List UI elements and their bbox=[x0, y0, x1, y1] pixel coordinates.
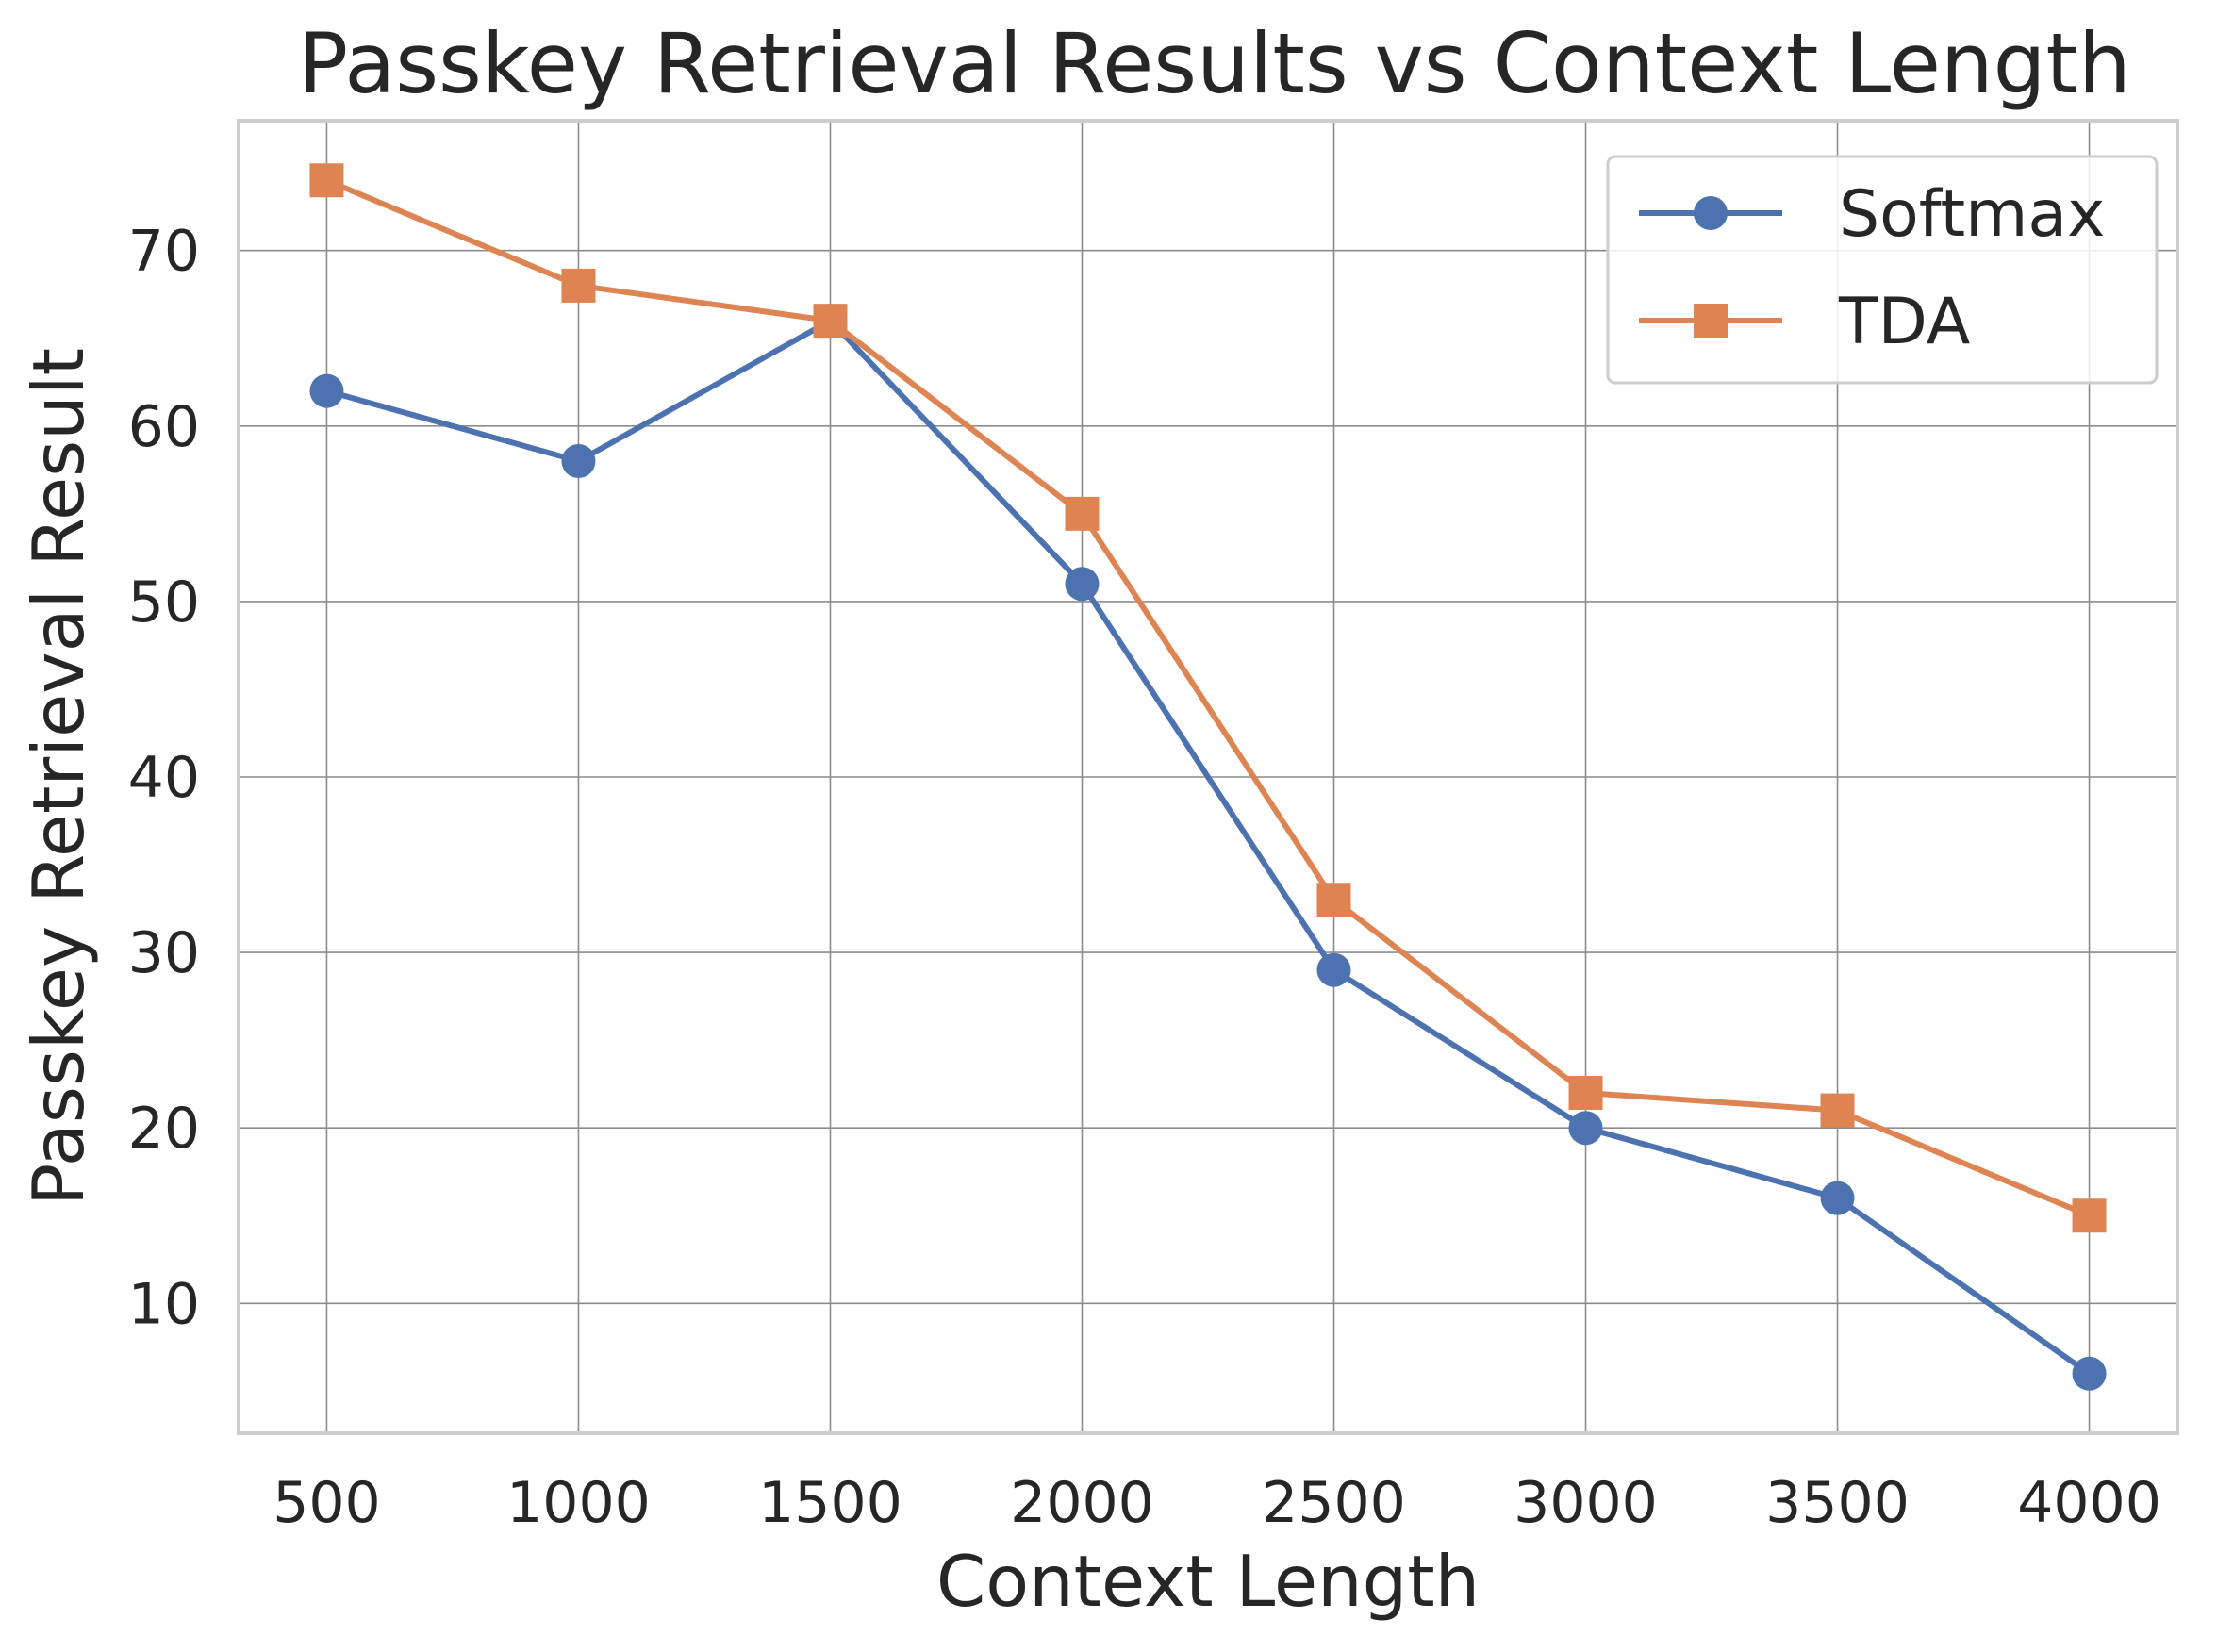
series-tda bbox=[309, 163, 2107, 1233]
softmax-point bbox=[1568, 1111, 1603, 1146]
x-tick-label: 1000 bbox=[506, 1470, 651, 1536]
y-tick-label: 70 bbox=[128, 219, 200, 285]
y-tick-label: 10 bbox=[128, 1271, 200, 1337]
x-tick-label: 500 bbox=[273, 1470, 381, 1536]
y-tick-labels: 10 20 30 40 50 60 70 bbox=[128, 219, 200, 1338]
legend-swatch-marker bbox=[1694, 304, 1728, 338]
legend-label: TDA bbox=[1838, 285, 1970, 359]
x-tick-label: 2500 bbox=[1262, 1470, 1406, 1536]
tda-point bbox=[561, 268, 596, 303]
softmax-line bbox=[325, 318, 2092, 1377]
x-tick-label: 2000 bbox=[1010, 1470, 1154, 1536]
tda-point bbox=[309, 163, 344, 198]
plot-frame bbox=[237, 119, 2179, 1435]
series-softmax bbox=[309, 304, 2107, 1391]
x-tick-label: 3500 bbox=[1765, 1470, 1910, 1536]
tda-point bbox=[813, 304, 848, 339]
y-axis-label: Passkey Retrieval Result bbox=[17, 348, 100, 1206]
softmax-point bbox=[1065, 567, 1100, 602]
x-axis-label: Context Length bbox=[936, 1540, 1480, 1623]
softmax-point bbox=[2072, 1356, 2107, 1391]
softmax-point bbox=[1820, 1181, 1855, 1215]
x-tick-label: 1500 bbox=[758, 1470, 902, 1536]
y-tick-label: 30 bbox=[128, 920, 200, 986]
x-tick-label: 4000 bbox=[2017, 1470, 2161, 1536]
y-tick-label: 40 bbox=[128, 745, 200, 811]
series-layer bbox=[309, 163, 2107, 1391]
legend-label: Softmax bbox=[1839, 177, 2105, 252]
x-tick-label: 3000 bbox=[1514, 1470, 1658, 1536]
tda-point bbox=[1065, 496, 1100, 531]
softmax-point bbox=[309, 373, 344, 408]
softmax-point bbox=[561, 444, 596, 479]
x-tick-labels: 500 1000 1500 2000 2500 3000 3500 4000 bbox=[273, 1470, 2161, 1536]
legend: Softmax TDA bbox=[1606, 155, 2159, 385]
y-tick-label: 50 bbox=[128, 570, 200, 636]
chart-title: Passkey Retrieval Results vs Context Len… bbox=[298, 15, 2131, 112]
tda-line bbox=[325, 177, 2091, 1218]
y-tick-label: 60 bbox=[128, 394, 200, 460]
grid bbox=[239, 121, 2177, 1433]
tda-point bbox=[1316, 883, 1351, 917]
tda-point bbox=[2072, 1198, 2107, 1233]
legend-swatch-marker bbox=[1694, 196, 1728, 230]
tda-point bbox=[1820, 1093, 1855, 1128]
legend-item-tda: TDA bbox=[1639, 285, 1970, 359]
y-tick-label: 20 bbox=[128, 1096, 200, 1162]
tda-point bbox=[1568, 1075, 1603, 1110]
legend-item-softmax: Softmax bbox=[1639, 177, 2105, 252]
softmax-point bbox=[1316, 952, 1351, 987]
